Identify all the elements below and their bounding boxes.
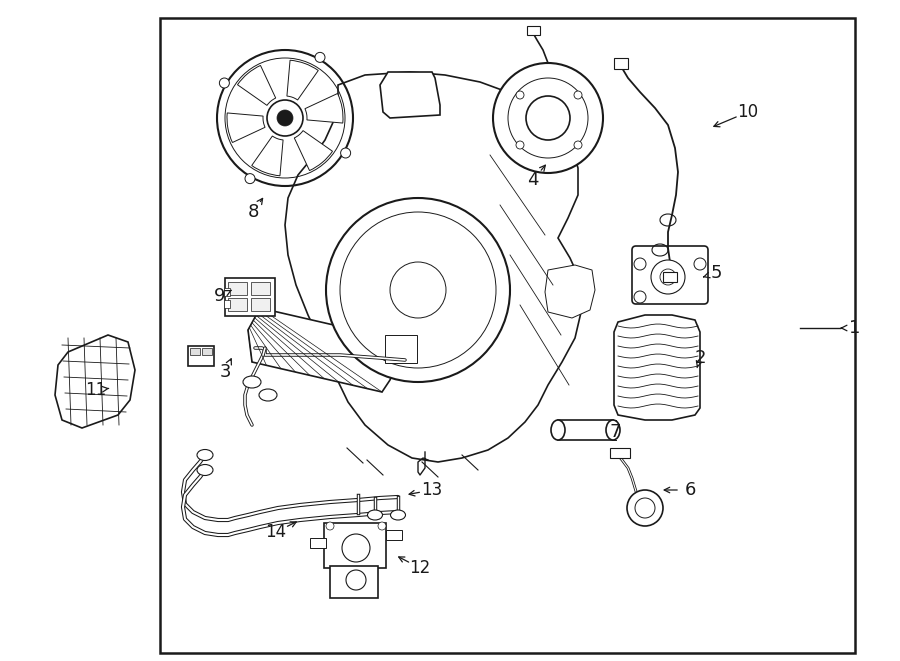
Polygon shape: [545, 265, 595, 318]
Text: 6: 6: [684, 481, 696, 499]
Wedge shape: [238, 65, 275, 105]
Bar: [160, 18, 855, 653]
Circle shape: [627, 490, 663, 526]
Ellipse shape: [606, 420, 620, 440]
Text: 3: 3: [220, 363, 230, 381]
Wedge shape: [252, 136, 284, 176]
Bar: [614, 58, 628, 69]
Circle shape: [634, 291, 646, 303]
Circle shape: [526, 96, 570, 140]
Circle shape: [390, 262, 446, 318]
Bar: [330, 566, 378, 598]
Wedge shape: [227, 113, 266, 143]
Ellipse shape: [367, 510, 382, 520]
Circle shape: [245, 174, 255, 184]
Polygon shape: [380, 72, 440, 118]
Circle shape: [378, 522, 386, 530]
Circle shape: [315, 52, 325, 62]
Ellipse shape: [551, 420, 565, 440]
Text: 11: 11: [86, 381, 106, 399]
Circle shape: [574, 141, 582, 149]
Polygon shape: [55, 335, 135, 428]
Circle shape: [326, 198, 510, 382]
Circle shape: [220, 78, 230, 88]
Bar: [663, 272, 677, 282]
Bar: [228, 282, 247, 295]
Bar: [190, 348, 200, 355]
Text: 9: 9: [214, 287, 226, 305]
Ellipse shape: [197, 465, 213, 475]
Bar: [558, 420, 613, 440]
Ellipse shape: [259, 389, 277, 401]
Polygon shape: [614, 315, 700, 420]
Bar: [202, 348, 212, 355]
Polygon shape: [248, 308, 398, 392]
Text: 1: 1: [850, 319, 860, 337]
Bar: [360, 568, 370, 584]
Text: 8: 8: [248, 203, 258, 221]
Circle shape: [326, 522, 334, 530]
Circle shape: [340, 148, 351, 158]
Circle shape: [508, 78, 588, 158]
Text: 13: 13: [421, 481, 443, 499]
Circle shape: [574, 91, 582, 99]
Ellipse shape: [243, 376, 261, 388]
Text: 4: 4: [527, 171, 539, 189]
Bar: [251, 282, 270, 295]
Circle shape: [694, 258, 706, 270]
Bar: [224, 288, 230, 296]
Text: 14: 14: [266, 523, 286, 541]
Bar: [610, 448, 630, 458]
FancyBboxPatch shape: [632, 246, 708, 304]
Bar: [344, 568, 354, 584]
Polygon shape: [510, 85, 588, 155]
Bar: [228, 298, 247, 311]
Circle shape: [267, 100, 303, 136]
Text: 5: 5: [710, 264, 722, 282]
Circle shape: [651, 260, 685, 294]
Circle shape: [493, 63, 603, 173]
Text: 12: 12: [410, 559, 430, 577]
Text: 10: 10: [737, 103, 759, 121]
Circle shape: [634, 258, 646, 270]
Polygon shape: [285, 72, 582, 462]
Text: 7: 7: [609, 423, 621, 441]
Bar: [310, 538, 326, 548]
Wedge shape: [287, 60, 319, 100]
Bar: [324, 523, 386, 568]
Bar: [225, 278, 275, 316]
Wedge shape: [305, 93, 343, 123]
Bar: [527, 26, 540, 35]
Ellipse shape: [197, 449, 213, 461]
Circle shape: [516, 141, 524, 149]
Bar: [385, 335, 417, 363]
Text: 2: 2: [694, 349, 706, 367]
Circle shape: [660, 269, 676, 285]
Bar: [386, 530, 402, 540]
Ellipse shape: [391, 510, 406, 520]
Circle shape: [516, 91, 524, 99]
Bar: [188, 346, 214, 366]
Bar: [224, 300, 230, 308]
Bar: [251, 298, 270, 311]
Wedge shape: [294, 131, 332, 171]
Circle shape: [277, 110, 293, 126]
